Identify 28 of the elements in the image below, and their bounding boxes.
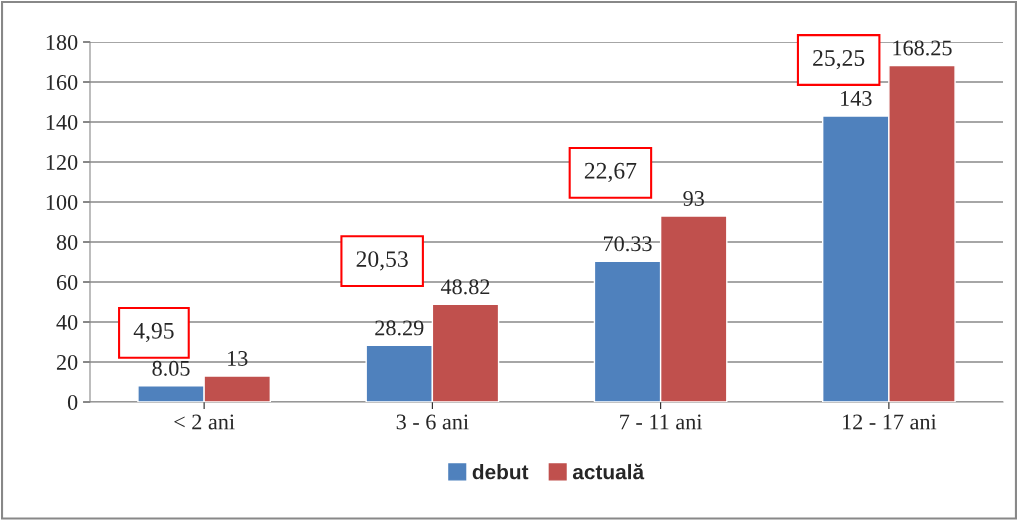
legend-label: actuală <box>572 463 645 480</box>
y-tick-label: 0 <box>67 394 78 410</box>
annotation: 25,25 <box>813 50 865 70</box>
y-tick-label: 180 <box>46 34 78 50</box>
data-label: 143 <box>841 91 872 106</box>
x-tick-label: 3 - 6 ani <box>396 414 469 430</box>
x-tick-label: 7 - 11 ani <box>620 414 703 430</box>
data-label: 13 <box>228 351 248 366</box>
annotation: 4,95 <box>133 322 174 343</box>
y-tick-label: 20 <box>56 354 78 370</box>
annotation: 22,67 <box>584 162 637 183</box>
data-label: 48.82 <box>440 279 490 295</box>
data-label: 28.29 <box>375 320 424 336</box>
y-tick-label: 80 <box>56 234 78 250</box>
y-tick-label: 140 <box>46 114 78 130</box>
y-tick-label: 40 <box>56 314 78 330</box>
y-tick-label: 60 <box>56 274 78 290</box>
legend-label: debut <box>472 464 529 480</box>
y-tick-label: 120 <box>46 154 78 170</box>
data-label: 70.33 <box>603 236 652 252</box>
data-label: 168.25 <box>893 40 952 56</box>
y-tick-label: 100 <box>46 194 78 210</box>
annotation: 20,53 <box>356 251 408 271</box>
x-tick-label: < 2 ani <box>174 414 235 430</box>
data-label: 93 <box>683 191 704 206</box>
x-tick-label: 12 - 17 ani <box>843 414 937 430</box>
y-tick-label: 160 <box>46 74 78 90</box>
data-label: 8.05 <box>152 360 190 376</box>
